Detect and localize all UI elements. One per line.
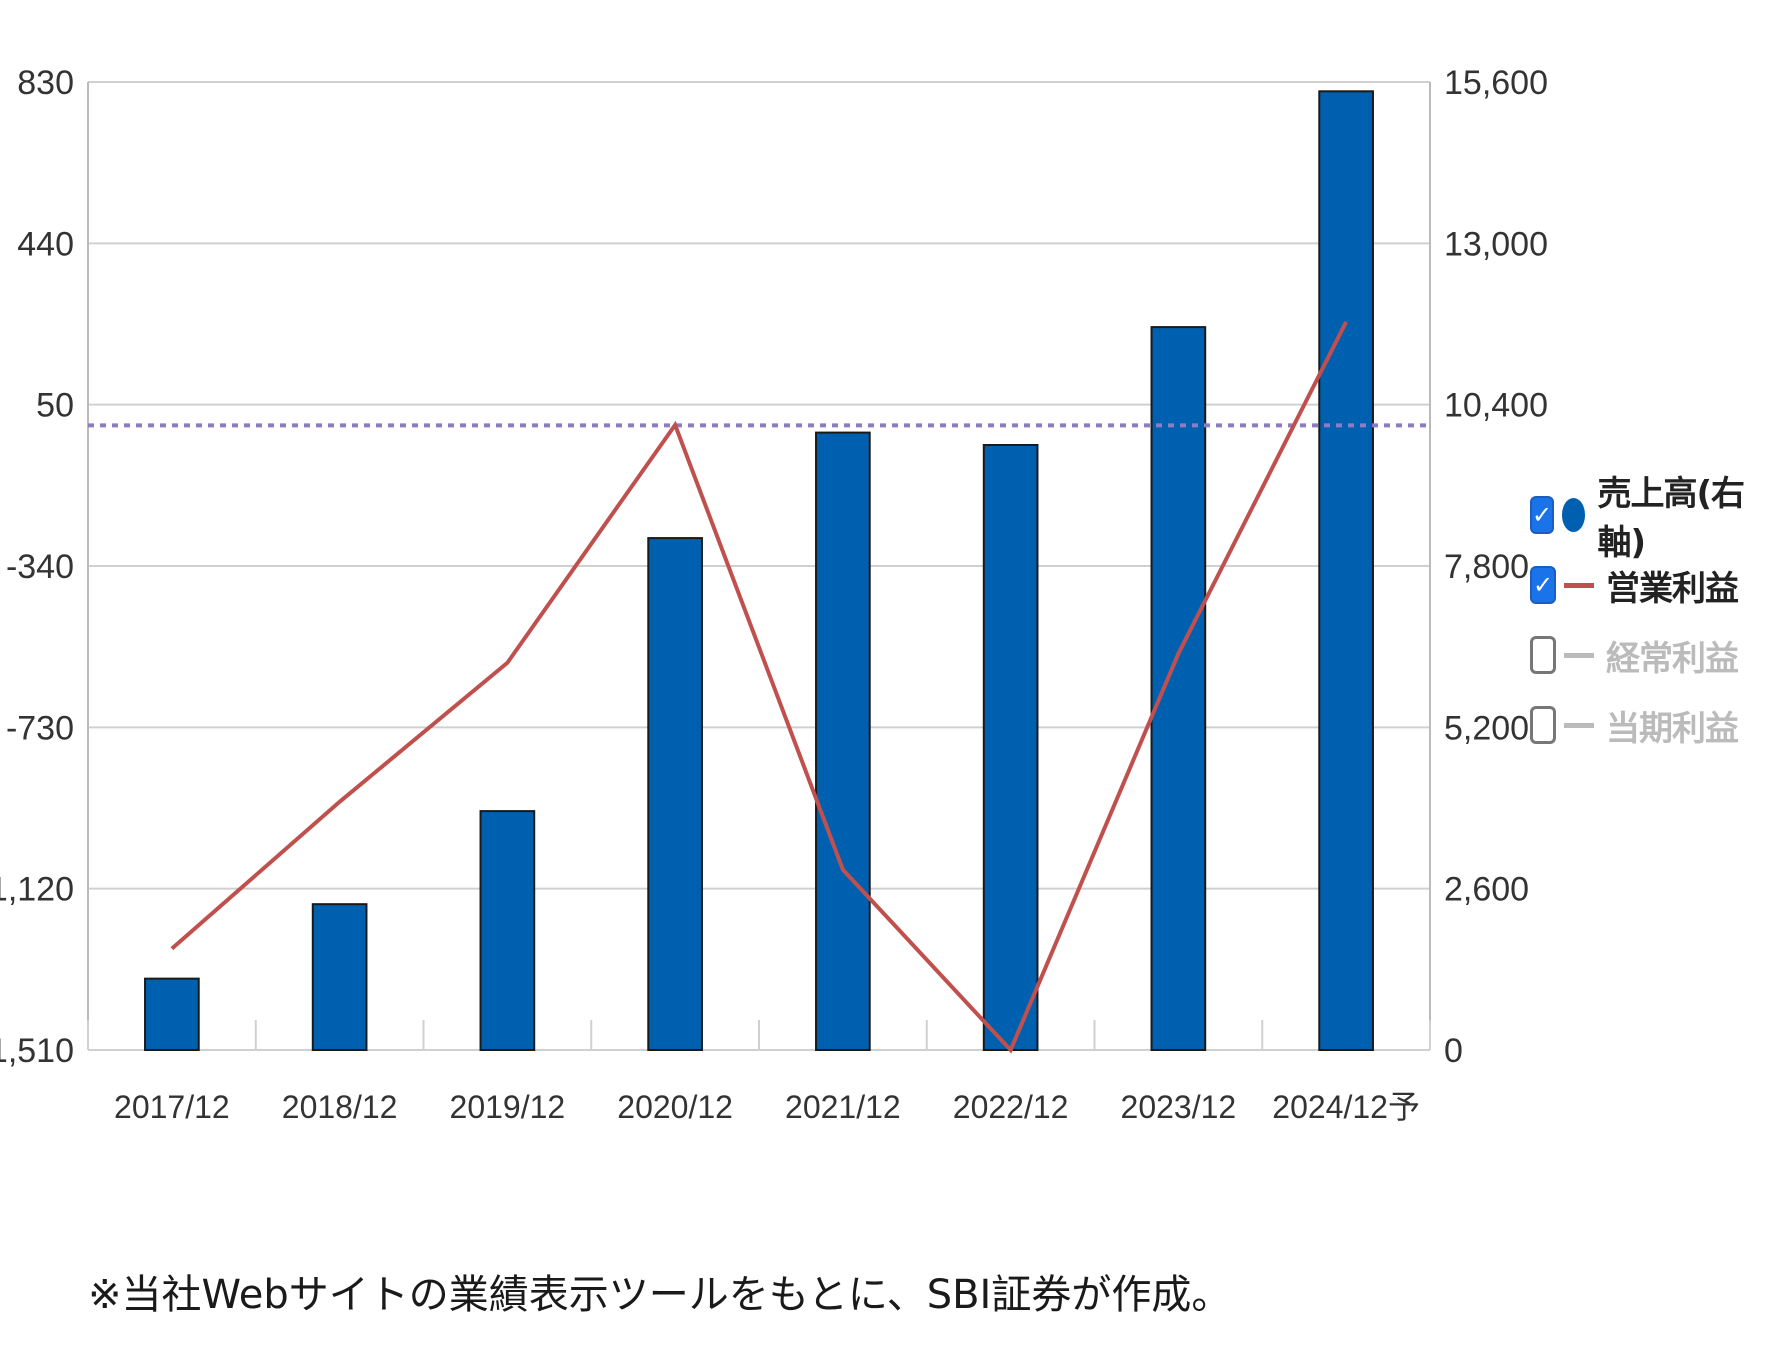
legend-item-net-profit[interactable]: 当期利益: [1530, 690, 1772, 760]
revenue-bars: [144, 90, 1374, 1052]
right-axis-tick-label: 0: [1444, 1032, 1463, 1070]
left-axis-tick-label: 830: [17, 64, 74, 102]
revenue-bar: [479, 810, 536, 1051]
revenue-bar: [1150, 326, 1207, 1052]
source-note: ※当社Webサイトの業績表示ツールをもとに、SBI証券が作成。: [88, 1272, 1232, 1318]
right-axis-tick-label: 13,000: [1444, 225, 1548, 263]
legend-item-operating-profit[interactable]: ✓ 営業利益: [1530, 550, 1772, 620]
checkbox-operating-profit[interactable]: ✓: [1530, 566, 1556, 604]
ordinary-profit-line-icon: [1564, 652, 1594, 658]
right-axis-tick-label: 15,600: [1444, 64, 1548, 102]
x-axis-tick-label: 2024/12予: [1272, 1089, 1420, 1125]
legend-item-revenue[interactable]: ✓ 売上高(右軸): [1530, 474, 1772, 563]
operating-profit-line: [170, 321, 1348, 1054]
left-axis-tick-label: -1,120: [0, 871, 74, 909]
net-profit-line-icon: [1564, 722, 1594, 728]
revenue-dot-icon: [1562, 498, 1586, 532]
x-axis-tick-label: 2022/12: [953, 1089, 1069, 1125]
revenue-bar: [1318, 90, 1374, 1052]
operating-profit-line-icon: [1564, 582, 1594, 588]
right-axis-tick-label: 5,200: [1444, 709, 1529, 747]
gridlines: [87, 81, 1431, 1051]
left-axis-tick-label: -730: [6, 709, 74, 747]
left-axis-tick-label: 50: [36, 387, 74, 425]
checkbox-ordinary-profit[interactable]: [1530, 636, 1556, 674]
right-axis-tick-label: 7,800: [1444, 548, 1529, 586]
legend-label-ordinary-profit: 経常利益: [1606, 638, 1739, 679]
revenue-bar: [982, 444, 1039, 1051]
operating-profit-polyline: [170, 321, 1348, 1054]
revenue-bar: [311, 903, 368, 1052]
legend-label-revenue: 売上高(右軸): [1597, 474, 1745, 563]
legend-label-net-profit: 当期利益: [1606, 708, 1739, 749]
x-axis-tick-label: 2020/12: [617, 1089, 733, 1125]
x-axis-tick-label: 2017/12: [114, 1089, 230, 1125]
checkbox-net-profit[interactable]: [1530, 706, 1556, 744]
legend-item-ordinary-profit[interactable]: 経常利益: [1530, 620, 1772, 690]
left-axis-tick-label: -340: [6, 548, 74, 586]
revenue-bar: [815, 431, 871, 1052]
revenue-bar: [647, 537, 703, 1051]
left-axis-tick-label: -1,510: [0, 1032, 74, 1070]
x-axis-tick-label: 2018/12: [282, 1089, 398, 1125]
right-axis-tick-label: 10,400: [1444, 387, 1548, 425]
right-axis-labels: 15,600 13,000 10,400 7,800 5,200 2,600 0: [1444, 64, 1548, 1070]
x-axis-tick-label: 2023/12: [1121, 1089, 1237, 1125]
x-axis-tick-label: 2021/12: [785, 1089, 901, 1125]
revenue-bar: [144, 977, 200, 1052]
checkbox-revenue[interactable]: ✓: [1530, 496, 1555, 534]
left-axis-labels: 830 440 50 -340 -730 -1,120 -1,510: [0, 64, 74, 1070]
chart-area: 830 440 50 -340 -730 -1,120 -1,510 15,600 13,00…: [0, 64, 1548, 1125]
right-axis-tick-label: 2,600: [1444, 871, 1529, 909]
x-axis-labels: 2017/12 2018/12 2019/12 2020/12 2021/12 2022/…: [114, 1089, 1420, 1125]
legend-label-operating-profit: 営業利益: [1606, 568, 1739, 609]
legend: ✓ 売上高(右軸) ✓ 営業利益 経常利益 当期利益: [1530, 474, 1772, 760]
x-axis-tick-label: 2019/12: [450, 1089, 566, 1125]
left-axis-tick-label: 440: [17, 225, 74, 263]
